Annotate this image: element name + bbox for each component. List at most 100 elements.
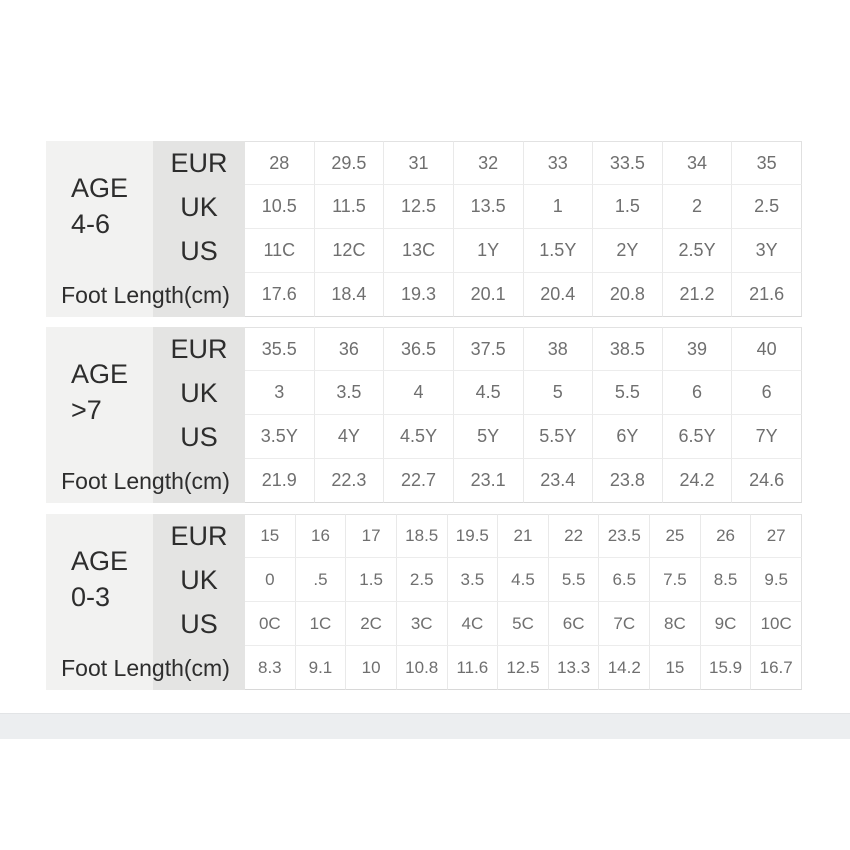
- size-value-foot: 21.6: [732, 273, 802, 317]
- age-group-text: AGE >7: [71, 357, 128, 428]
- size-value-uk: 0: [245, 558, 296, 602]
- size-value-uk: 7.5: [650, 558, 701, 602]
- size-value-foot: 24.6: [732, 459, 802, 503]
- age-group-label: AGE 0-3: [46, 514, 153, 646]
- size-value-eur: 22: [548, 514, 600, 558]
- size-value-uk: 6.5: [599, 558, 651, 602]
- size-value-us: 5.5Y: [523, 415, 594, 459]
- size-value-uk: 1.5: [593, 185, 663, 229]
- row-label-uk: UK: [153, 371, 245, 415]
- size-value-eur: 32: [453, 141, 524, 185]
- age-group-label: AGE >7: [46, 327, 153, 459]
- size-value-us: 2.5Y: [662, 229, 733, 273]
- size-value-us: 4C: [447, 602, 499, 646]
- size-value-foot: 9.1: [295, 646, 347, 690]
- size-value-uk: 6: [732, 371, 802, 415]
- size-value-us: 3Y: [732, 229, 802, 273]
- size-value-us: 5Y: [453, 415, 524, 459]
- size-value-eur: 36.5: [384, 327, 454, 371]
- size-value-eur: 31: [384, 141, 454, 185]
- size-value-us: 1.5Y: [523, 229, 594, 273]
- size-value-foot: 23.8: [593, 459, 663, 503]
- size-value-foot: 18.4: [314, 273, 385, 317]
- size-value-uk: 3: [245, 371, 315, 415]
- size-value-uk: 4.5: [453, 371, 524, 415]
- size-value-us: 1Y: [453, 229, 524, 273]
- size-value-uk: 12.5: [384, 185, 454, 229]
- size-value-uk: 6: [662, 371, 733, 415]
- size-value-foot: 16.7: [751, 646, 802, 690]
- size-value-uk: 8.5: [700, 558, 752, 602]
- size-value-eur: 17: [346, 514, 397, 558]
- size-value-uk: .5: [295, 558, 347, 602]
- size-value-foot: 12.5: [498, 646, 549, 690]
- size-value-us: 6Y: [593, 415, 663, 459]
- row-label-uk: UK: [153, 558, 245, 602]
- size-value-foot: 8.3: [245, 646, 296, 690]
- row-label-eur: EUR: [153, 141, 245, 185]
- size-value-us: 12C: [314, 229, 385, 273]
- age-group-label: AGE 4-6: [46, 141, 153, 273]
- size-value-eur: 38: [523, 327, 594, 371]
- row-label-uk: UK: [153, 185, 245, 229]
- row-label-foot-length: Foot Length(cm): [46, 646, 245, 690]
- size-value-uk: 4.5: [498, 558, 549, 602]
- size-value-uk: 3.5: [314, 371, 385, 415]
- size-value-us: 13C: [384, 229, 454, 273]
- size-value-us: 3C: [396, 602, 448, 646]
- size-value-eur: 37.5: [453, 327, 524, 371]
- size-value-eur: 18.5: [396, 514, 448, 558]
- size-value-foot: 15: [650, 646, 701, 690]
- size-value-uk: 5.5: [548, 558, 600, 602]
- size-value-us: 4.5Y: [384, 415, 454, 459]
- size-value-us: 6.5Y: [662, 415, 733, 459]
- size-value-eur: 16: [295, 514, 347, 558]
- footer-band: [0, 713, 850, 739]
- size-value-foot: 21.9: [245, 459, 315, 503]
- size-value-foot: 20.1: [453, 273, 524, 317]
- size-value-eur: 33: [523, 141, 594, 185]
- size-value-uk: 3.5: [447, 558, 499, 602]
- size-value-foot: 17.6: [245, 273, 315, 317]
- age-label-line1: AGE: [70, 173, 129, 204]
- size-value-eur: 40: [732, 327, 802, 371]
- size-value-uk: 1: [523, 185, 594, 229]
- size-value-us: 10C: [751, 602, 802, 646]
- size-value-foot: 15.9: [700, 646, 752, 690]
- size-table-age-4-6: AGE 4-6 EUR UK US Foot Length(cm) 28 29.5 31 32 33…: [46, 141, 802, 317]
- size-value-us: 7Y: [732, 415, 802, 459]
- age-label-line2: >7: [70, 395, 102, 425]
- size-value-uk: 2.5: [396, 558, 448, 602]
- row-label-foot-length: Foot Length(cm): [46, 459, 245, 503]
- size-value-uk: 11.5: [314, 185, 385, 229]
- size-value-foot: 21.2: [662, 273, 733, 317]
- size-value-eur: 25: [650, 514, 701, 558]
- age-label-line2: 0-3: [70, 582, 111, 612]
- size-value-eur: 29.5: [314, 141, 385, 185]
- size-value-uk: 2.5: [732, 185, 802, 229]
- age-label-line2: 4-6: [70, 209, 111, 239]
- size-value-eur: 26: [700, 514, 752, 558]
- row-label-foot-length: Foot Length(cm): [46, 273, 245, 317]
- size-value-uk: 4: [384, 371, 454, 415]
- size-value-eur: 35: [732, 141, 802, 185]
- size-value-us: 4Y: [314, 415, 385, 459]
- size-value-us: 2C: [346, 602, 397, 646]
- size-table-age-over-7: AGE >7 EUR UK US Foot Length(cm) 35.5 36 36.5 37.…: [46, 327, 802, 503]
- size-value-uk: 1.5: [346, 558, 397, 602]
- size-value-foot: 23.1: [453, 459, 524, 503]
- row-label-us: US: [153, 415, 245, 459]
- size-value-foot: 11.6: [447, 646, 499, 690]
- age-label-line1: AGE: [70, 359, 129, 390]
- size-value-uk: 10.5: [245, 185, 315, 229]
- size-value-eur: 33.5: [593, 141, 663, 185]
- size-value-foot: 20.4: [523, 273, 594, 317]
- size-value-us: 2Y: [593, 229, 663, 273]
- size-value-foot: 24.2: [662, 459, 733, 503]
- row-label-eur: EUR: [153, 514, 245, 558]
- size-value-us: 5C: [498, 602, 549, 646]
- size-value-us: 9C: [700, 602, 752, 646]
- size-value-uk: 9.5: [751, 558, 802, 602]
- size-value-us: 8C: [650, 602, 701, 646]
